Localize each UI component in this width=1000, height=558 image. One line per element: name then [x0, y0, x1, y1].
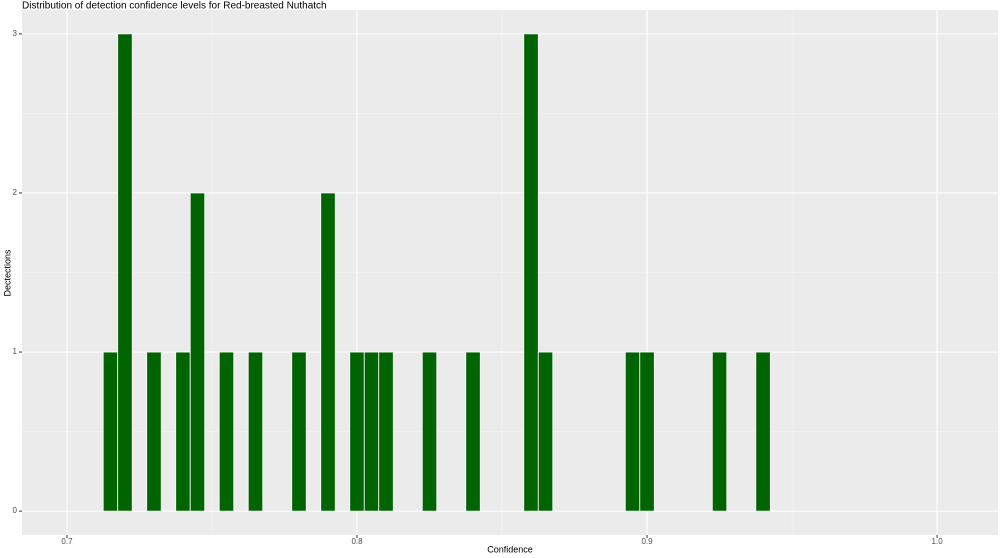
bar [639, 351, 655, 512]
bar [175, 351, 191, 512]
y-axis-label: Dectections [2, 249, 12, 297]
bar [465, 351, 481, 512]
bar [421, 351, 438, 512]
chart-title: Distribution of detection confidence lev… [22, 1, 327, 12]
bar [291, 351, 307, 512]
bar [218, 351, 235, 512]
bar [711, 351, 728, 512]
x-tick-label: 0.7 [61, 537, 73, 546]
bar [349, 351, 365, 512]
bar [755, 351, 771, 512]
bar [117, 33, 133, 512]
bar [523, 33, 539, 512]
x-axis-label: Confidence [487, 544, 533, 554]
y-tick-label: 3 [13, 29, 18, 38]
bar [189, 192, 206, 512]
bar [102, 351, 119, 512]
x-tick-label: 0.8 [351, 537, 363, 546]
x-tick-label: 0.9 [641, 537, 653, 546]
y-tick-label: 2 [13, 188, 18, 197]
y-tick-label: 1 [13, 347, 18, 356]
bar [247, 351, 264, 512]
y-tick-label: 0 [13, 506, 18, 515]
bar [624, 351, 641, 512]
bar [537, 351, 554, 512]
x-tick-label: 1.0 [932, 537, 944, 546]
bar [363, 351, 380, 512]
bar [146, 351, 162, 512]
bar [378, 351, 394, 512]
bar [320, 192, 336, 512]
